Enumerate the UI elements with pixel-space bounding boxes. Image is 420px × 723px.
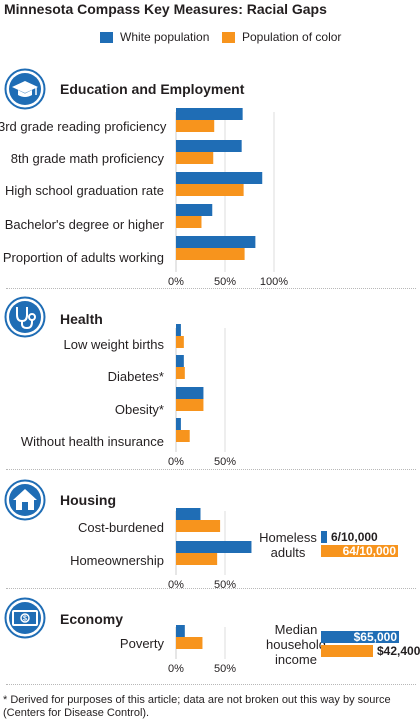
bar-population-of-color — [176, 367, 185, 379]
bar-white-population — [176, 508, 201, 520]
category-label: 3rd grade reading proficiency — [0, 119, 167, 134]
house-icon — [4, 479, 46, 526]
category-label: Homeownership — [70, 553, 164, 568]
legend-label-white: White population — [120, 30, 210, 44]
bar-population-of-color — [176, 184, 244, 196]
homeless-color-bar — [321, 545, 398, 557]
chart-title: Minnesota Compass Key Measures: Racial G… — [4, 1, 327, 17]
section-divider — [6, 684, 416, 685]
section-divider — [6, 469, 416, 470]
category-label: 8th grade math proficiency — [10, 151, 164, 166]
bar-population-of-color — [176, 637, 203, 649]
homeless-white-value: 6/10,000 — [331, 530, 378, 544]
homeless-label: Homeless adults — [250, 530, 326, 560]
bar-white-population — [176, 172, 263, 184]
bar-population-of-color — [176, 216, 202, 228]
bar-white-population — [176, 387, 204, 399]
x-tick-label: 50% — [214, 276, 236, 288]
money-icon: $ — [4, 597, 46, 644]
bar-white-population — [176, 625, 185, 637]
bar-population-of-color — [176, 520, 221, 532]
x-tick-label: 0% — [168, 456, 184, 468]
bar-white-population — [176, 204, 213, 216]
bar-white-population — [176, 355, 184, 367]
x-tick-label: 50% — [214, 579, 236, 591]
section-title-health: Health — [60, 311, 103, 327]
category-label: Bachelor's degree or higher — [4, 217, 164, 232]
x-tick-label: 50% — [214, 663, 236, 675]
homeless-color-value: 64/10,000 — [342, 544, 396, 558]
x-tick-label: 0% — [168, 663, 184, 675]
homeless-label-line1: Homeless — [259, 530, 317, 545]
income-color-value: $42,400 — [377, 644, 420, 658]
bar-white-population — [176, 108, 243, 120]
income-white-bar — [321, 631, 399, 643]
bar-population-of-color — [176, 120, 215, 132]
category-label: Diabetes* — [107, 369, 164, 384]
svg-text:$: $ — [23, 616, 27, 623]
income-white-value: $65,000 — [353, 630, 397, 644]
bar-population-of-color — [176, 336, 184, 348]
homeless-white-bar — [321, 531, 327, 543]
income-label-line2: household — [266, 637, 326, 652]
x-tick-label: 100% — [260, 276, 288, 288]
bar-population-of-color — [176, 430, 190, 442]
x-tick-label: 0% — [168, 579, 184, 591]
category-label: Cost-burdened — [78, 520, 164, 535]
section-divider — [6, 288, 416, 289]
homeless-label-line2: adults — [270, 545, 306, 560]
bar-white-population — [176, 324, 181, 336]
graduation-cap-icon — [4, 68, 46, 115]
bar-white-population — [176, 140, 242, 152]
legend-white: White population — [100, 30, 209, 44]
category-label: High school graduation rate — [5, 183, 164, 198]
income-color-bar — [321, 645, 373, 657]
income-label-line1: Median — [274, 622, 318, 637]
bar-population-of-color — [176, 399, 204, 411]
bar-white-population — [176, 418, 181, 430]
bar-white-population — [176, 236, 256, 248]
bar-population-of-color — [176, 152, 214, 164]
section-divider — [6, 588, 416, 589]
x-tick-label: 50% — [214, 456, 236, 468]
x-tick-label: 0% — [168, 276, 184, 288]
bar-population-of-color — [176, 248, 245, 260]
legend-label-color: Population of color — [242, 30, 342, 44]
legend-swatch-color — [222, 31, 235, 43]
legend-color: Population of color — [222, 30, 341, 44]
bar-white-population — [176, 541, 252, 553]
footnote: * Derived for purposes of this article; … — [3, 694, 391, 719]
section-title-education: Education and Employment — [60, 81, 245, 97]
category-label: Poverty — [119, 636, 164, 651]
section-title-economy: Economy — [60, 611, 124, 627]
category-label: Low weight births — [63, 337, 164, 352]
category-label: Without health insurance — [20, 434, 164, 449]
category-label: Obesity* — [114, 402, 164, 417]
stethoscope-icon — [4, 296, 46, 343]
income-label-line3: income — [275, 652, 317, 667]
category-label: Proportion of adults working — [2, 250, 164, 265]
legend-swatch-white — [100, 31, 113, 43]
bar-population-of-color — [176, 553, 218, 565]
section-title-housing: Housing — [60, 492, 116, 508]
income-label: Median household income — [258, 622, 334, 667]
